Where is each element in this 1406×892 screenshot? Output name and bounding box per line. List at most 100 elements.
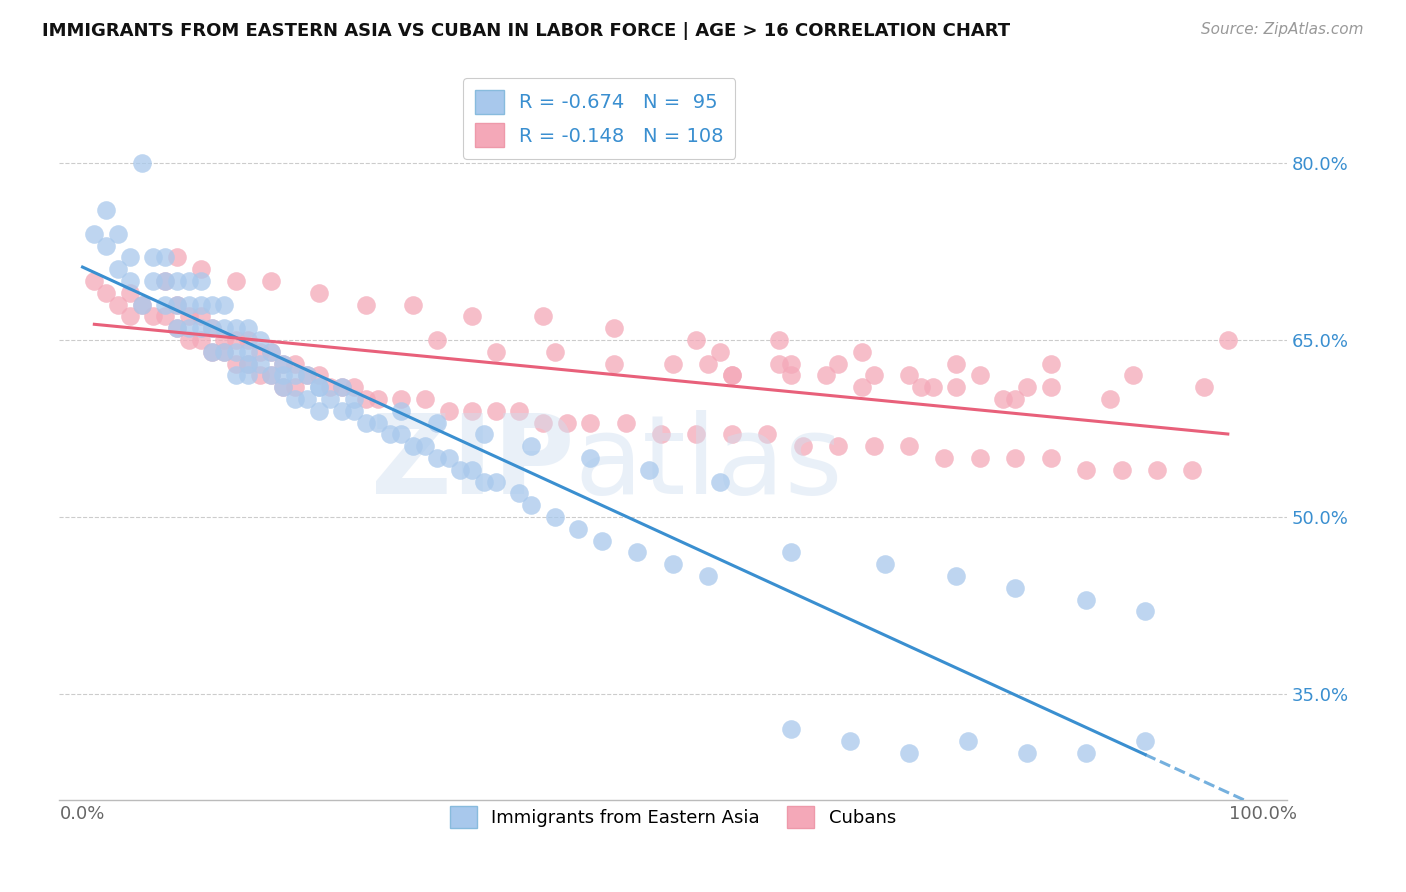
Point: [212, 297, 235, 311]
Point: [461, 463, 484, 477]
Point: [579, 450, 602, 465]
Point: [190, 310, 212, 324]
Point: [118, 310, 141, 324]
Point: [260, 344, 283, 359]
Point: [330, 380, 353, 394]
Point: [862, 368, 884, 383]
Point: [308, 380, 330, 394]
Point: [603, 321, 626, 335]
Point: [1074, 746, 1097, 760]
Point: [201, 344, 224, 359]
Point: [1181, 463, 1204, 477]
Point: [236, 344, 259, 359]
Point: [177, 310, 200, 324]
Point: [969, 368, 991, 383]
Point: [225, 344, 247, 359]
Point: [330, 380, 353, 394]
Point: [94, 203, 117, 218]
Point: [1015, 380, 1038, 394]
Point: [969, 450, 991, 465]
Point: [875, 557, 897, 571]
Point: [166, 251, 188, 265]
Point: [118, 285, 141, 300]
Point: [426, 333, 449, 347]
Point: [815, 368, 838, 383]
Point: [851, 380, 873, 394]
Point: [284, 380, 307, 394]
Point: [827, 357, 849, 371]
Point: [330, 403, 353, 417]
Point: [153, 310, 176, 324]
Point: [768, 357, 790, 371]
Point: [271, 380, 294, 394]
Point: [177, 333, 200, 347]
Point: [378, 427, 401, 442]
Point: [544, 344, 567, 359]
Point: [260, 344, 283, 359]
Point: [166, 321, 188, 335]
Point: [544, 510, 567, 524]
Point: [212, 344, 235, 359]
Point: [485, 344, 508, 359]
Point: [142, 251, 165, 265]
Point: [426, 450, 449, 465]
Point: [236, 368, 259, 383]
Point: [367, 392, 389, 406]
Point: [934, 450, 956, 465]
Point: [662, 557, 685, 571]
Point: [638, 463, 661, 477]
Point: [1146, 463, 1168, 477]
Point: [591, 533, 613, 548]
Point: [626, 545, 648, 559]
Text: atlas: atlas: [575, 410, 844, 517]
Point: [271, 380, 294, 394]
Point: [153, 274, 176, 288]
Point: [212, 344, 235, 359]
Point: [839, 734, 862, 748]
Point: [921, 380, 943, 394]
Point: [389, 403, 412, 417]
Point: [508, 403, 530, 417]
Point: [118, 274, 141, 288]
Point: [284, 357, 307, 371]
Point: [131, 297, 153, 311]
Text: ZIP: ZIP: [371, 410, 575, 517]
Point: [236, 357, 259, 371]
Point: [697, 569, 720, 583]
Point: [1039, 380, 1062, 394]
Point: [461, 403, 484, 417]
Point: [1004, 392, 1026, 406]
Point: [225, 368, 247, 383]
Point: [343, 392, 366, 406]
Point: [862, 439, 884, 453]
Point: [225, 333, 247, 347]
Point: [367, 416, 389, 430]
Point: [308, 285, 330, 300]
Point: [308, 368, 330, 383]
Point: [177, 297, 200, 311]
Point: [851, 344, 873, 359]
Point: [166, 321, 188, 335]
Point: [166, 297, 188, 311]
Point: [225, 321, 247, 335]
Point: [1039, 450, 1062, 465]
Point: [271, 357, 294, 371]
Point: [1216, 333, 1239, 347]
Point: [177, 274, 200, 288]
Point: [1004, 581, 1026, 595]
Point: [354, 416, 377, 430]
Point: [1039, 357, 1062, 371]
Point: [308, 380, 330, 394]
Point: [83, 274, 105, 288]
Point: [271, 368, 294, 383]
Point: [190, 333, 212, 347]
Point: [118, 251, 141, 265]
Point: [780, 723, 803, 737]
Point: [249, 368, 271, 383]
Point: [295, 392, 318, 406]
Point: [190, 321, 212, 335]
Point: [472, 475, 495, 489]
Point: [319, 380, 342, 394]
Point: [1133, 734, 1156, 748]
Point: [166, 274, 188, 288]
